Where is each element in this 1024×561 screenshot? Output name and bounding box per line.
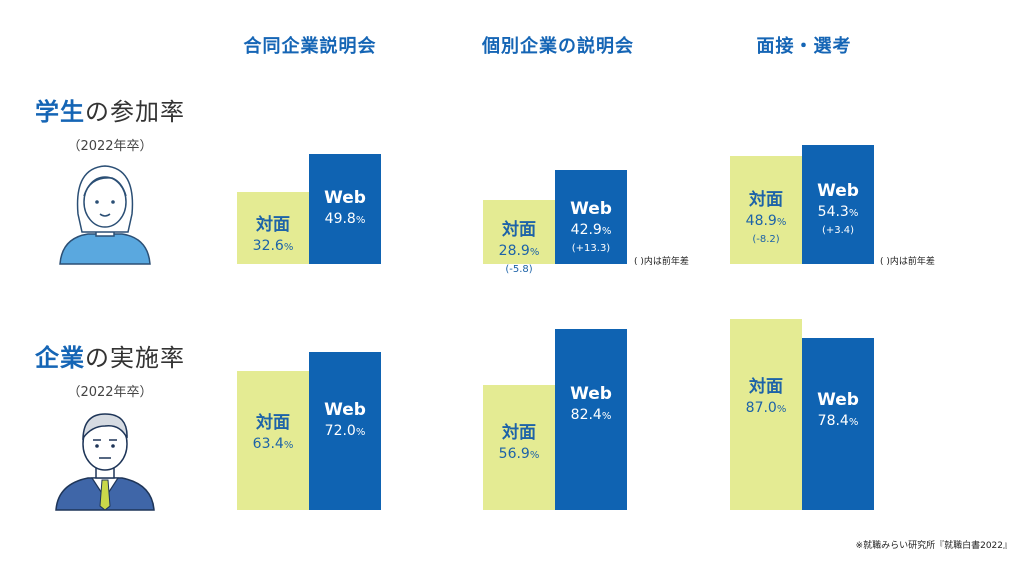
bar-category-label: 対面 [749, 377, 783, 397]
bar-diff-label: (+3.4) [821, 225, 855, 237]
bar-web: Web 54.3% (+3.4) [802, 144, 874, 264]
bar-value-label: 56.9% [498, 446, 540, 463]
bar-label-group: 対面 87.0% [730, 376, 802, 420]
bar-web: Web 42.9% (+13.3) [555, 169, 627, 264]
bar-web: Web 72.0% [309, 351, 381, 510]
bar-category-label: 対面 [749, 189, 783, 210]
bar-category-label: 対面 [502, 423, 536, 444]
column-header-individual-briefing: 個別企業の説明会 [482, 36, 634, 57]
column-header-interview: 面接・選考 [756, 36, 852, 57]
column-header-joint-briefing: 合同企業説明会 [243, 36, 377, 57]
bar-value-label: 42.9% [570, 221, 612, 238]
bar-label-group: Web 49.8% [309, 187, 381, 231]
bar-value-label: 28.9% [498, 243, 540, 260]
bar-web: Web 82.4% [555, 328, 627, 510]
diff-note-individual: ( )内は前年差 [634, 257, 689, 267]
bar-diff-label: (-5.8) [505, 264, 533, 276]
bar-value-label: 72.0% [324, 423, 366, 440]
bar-inperson: 対面 48.9% (-8.2) [730, 156, 802, 264]
businessman-avatar-icon [55, 413, 155, 511]
bar-value-label: 82.4% [570, 407, 612, 424]
bar-inperson: 対面 28.9% (-5.8) [483, 200, 555, 275]
bar-label-group: Web 72.0% [309, 399, 381, 443]
row-title-students: 学生の参加率 [35, 98, 185, 126]
bar-label-group: 対面 63.4% [237, 412, 309, 456]
bar-label-group: 対面 28.9% (-5.8) [483, 219, 555, 277]
bar-label-group: Web 82.4% [555, 383, 627, 427]
row-title-companies: 企業の実施率 [35, 344, 185, 372]
bar-label-group: 対面 48.9% (-8.2) [730, 189, 802, 247]
bar-diff-label: (+13.3) [571, 242, 611, 254]
bar-value-label: 78.4% [817, 413, 859, 430]
bar-category-label: Web [324, 400, 366, 421]
bar-label-group: Web 54.3% (+3.4) [802, 180, 874, 238]
row-subtitle-students: （2022年卒） [67, 139, 153, 154]
bar-inperson: 対面 56.9% [483, 384, 555, 510]
bar-label-group: 対面 56.9% [483, 422, 555, 466]
bar-category-label: 対面 [256, 214, 290, 235]
bar-web: Web 78.4% [802, 337, 874, 510]
bar-category-label: Web [570, 384, 612, 405]
bar-inperson: 対面 32.6% [237, 192, 309, 264]
bar-label-group: 対面 32.6% [237, 214, 309, 258]
row-subtitle-companies: （2022年卒） [67, 385, 153, 400]
bar-category-label: Web [324, 188, 366, 209]
bar-category-label: 対面 [502, 220, 536, 241]
bar-label-group: Web 42.9% (+13.3) [555, 198, 627, 256]
bar-value-label: 87.0% [745, 400, 787, 416]
diff-note-interview: ( )内は前年差 [880, 257, 935, 267]
bar-value-label: 49.8% [324, 211, 366, 228]
row-label-companies: 企業の実施率 （2022年卒） [20, 338, 200, 400]
bar-value-label: 63.4% [252, 436, 294, 453]
bar-value-label: 54.3% [817, 204, 859, 221]
row-label-students: 学生の参加率 （2022年卒） [20, 92, 200, 154]
source-note: ※就職みらい研究所『就職白書2022』 [855, 541, 1012, 551]
bar-inperson: 対面 63.4% [237, 370, 309, 510]
student-avatar-icon [59, 165, 151, 265]
bar-label-group: Web 78.4% [802, 389, 874, 433]
bar-category-label: Web [817, 181, 859, 202]
bar-value-label: 48.9% [745, 212, 787, 229]
bar-category-label: Web [570, 198, 612, 219]
bar-category-label: 対面 [256, 413, 290, 434]
bar-category-label: Web [817, 390, 859, 411]
bar-value-label: 32.6% [252, 237, 294, 254]
bar-web: Web 49.8% [309, 154, 381, 264]
bar-inperson: 対面 87.0% [730, 318, 802, 510]
bar-diff-label: (-8.2) [752, 233, 780, 245]
